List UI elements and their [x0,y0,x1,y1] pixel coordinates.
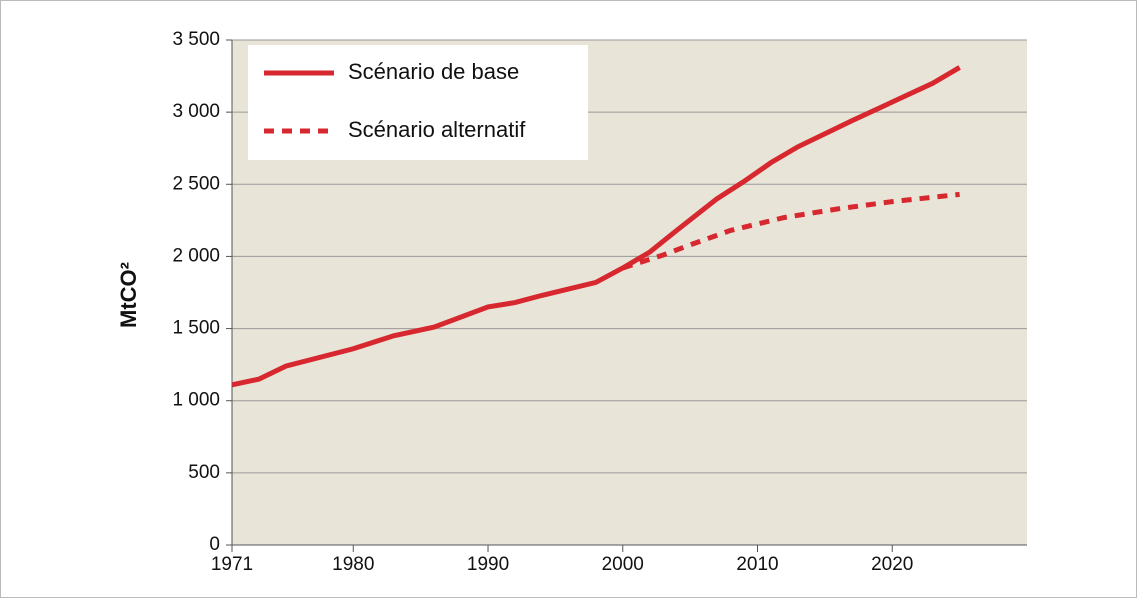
y-tick-label: 3 500 [172,29,220,50]
x-tick-label: 2010 [736,554,778,575]
legend-label: Scénario alternatif [348,117,526,142]
y-tick-label: 1 000 [172,390,220,411]
y-tick-label: 2 500 [172,173,220,194]
x-tick-label: 1990 [467,554,509,575]
line [231,65,961,388]
legend-label: Scénario de base [348,59,519,84]
legend-box [248,45,588,160]
y-tick-label: 2 000 [172,245,220,266]
y-tick-label: 1 500 [172,318,220,339]
y-axis-label: MtCO² [116,262,141,328]
x-tick-label: 1980 [332,554,374,575]
x-tick-label: 2020 [871,554,913,575]
x-tick-label: 1971 [211,554,253,575]
y-tick-label: 0 [209,534,220,555]
y-tick-label: 500 [188,462,220,483]
y-tick-label: 3 000 [172,101,220,122]
x-tick-label: 2000 [602,554,644,575]
